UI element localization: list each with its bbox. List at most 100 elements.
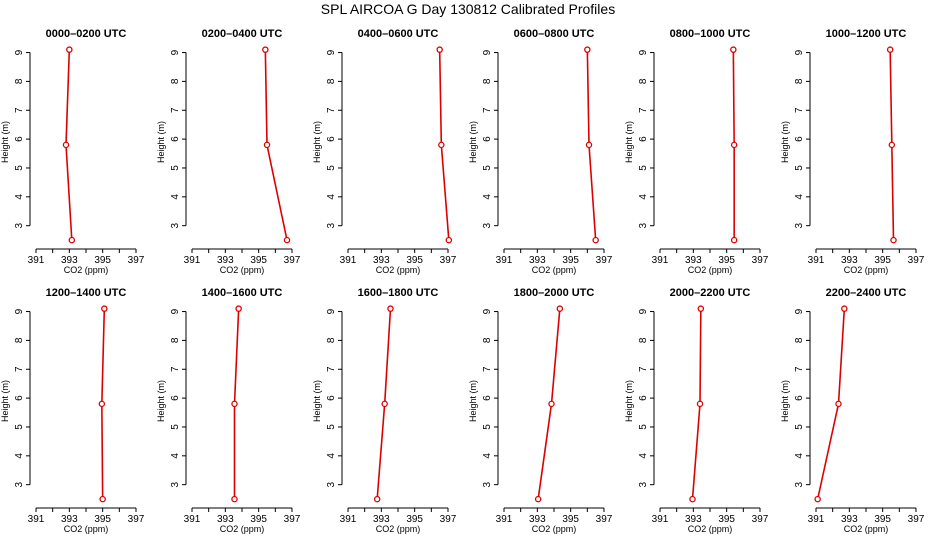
x-tick-label: 391 xyxy=(808,514,825,525)
panel-7: 1200–1400 UTC 391 393 395 397 CO2 (ppm) 3 4 5 6 7 8… xyxy=(0,287,145,534)
x-tick-label: 391 xyxy=(496,514,513,525)
x-tick-label: 391 xyxy=(340,514,357,525)
y-tick-label: 3 xyxy=(170,222,181,228)
y-tick-label: 3 xyxy=(482,481,493,487)
panel-11: 2000–2200 UTC 391 393 395 397 CO2 (ppm) 3 4 5 6 7 8… xyxy=(624,287,769,534)
data-point xyxy=(730,141,738,149)
y-tick-label: 5 xyxy=(170,424,181,430)
y-tick-label: 9 xyxy=(170,308,181,314)
x-tick-label: 397 xyxy=(284,514,301,525)
x-tick-label: 393 xyxy=(529,514,546,525)
panel-title: 2200–2400 UTC xyxy=(826,287,907,299)
y-axis-label: Height (m) xyxy=(780,121,790,163)
panel-title: 1400–1600 UTC xyxy=(202,287,283,299)
x-axis-label: CO2 (ppm) xyxy=(220,524,265,534)
y-tick-label: 4 xyxy=(14,194,25,200)
x-tick-label: 395 xyxy=(94,255,111,266)
panel-6: 1000–1200 UTC 391 393 395 397 CO2 (ppm) 3 4 5 6 7 8… xyxy=(780,28,925,275)
y-axis-label: Height (m) xyxy=(0,380,10,422)
y-tick-label: 4 xyxy=(170,453,181,459)
data-point xyxy=(534,495,542,503)
x-tick-label: 397 xyxy=(752,514,769,525)
data-point xyxy=(445,236,453,244)
y-tick-label: 5 xyxy=(14,165,25,171)
data-point xyxy=(584,46,591,53)
data-point xyxy=(592,236,599,244)
data-point xyxy=(436,46,443,53)
data-point xyxy=(262,46,269,53)
y-axis-label: Height (m) xyxy=(624,121,634,163)
x-tick-label: 393 xyxy=(61,514,78,525)
x-tick-label: 391 xyxy=(28,255,45,266)
y-tick-label: 3 xyxy=(14,222,25,228)
panel-1: 0000–0200 UTC 391 393 395 397 CO2 (ppm) 3 4 5 6 7 8… xyxy=(0,28,145,275)
y-tick-label: 8 xyxy=(638,337,649,343)
x-tick-label: 393 xyxy=(217,514,234,525)
panel-5: 0800–1000 UTC 391 393 395 397 CO2 (ppm) 3 4 5 6 7 8… xyxy=(624,28,769,275)
y-tick-label: 8 xyxy=(794,337,805,343)
y-tick-label: 6 xyxy=(326,136,337,142)
x-tick-label: 393 xyxy=(841,255,858,266)
y-tick-label: 7 xyxy=(794,366,805,372)
x-axis-label: CO2 (ppm) xyxy=(376,265,421,275)
y-tick-label: 6 xyxy=(638,136,649,142)
panel-9: 1600–1800 UTC 391 393 395 397 CO2 (ppm) 3 4 5 6 7 8… xyxy=(312,287,457,534)
data-point xyxy=(835,400,842,408)
data-point xyxy=(888,141,896,149)
y-tick-label: 3 xyxy=(794,222,805,228)
x-tick-label: 395 xyxy=(250,255,267,266)
x-axis-label: CO2 (ppm) xyxy=(532,265,577,275)
y-tick-label: 7 xyxy=(170,107,181,113)
y-axis-label: Height (m) xyxy=(0,121,10,163)
data-point xyxy=(62,141,70,149)
y-tick-label: 6 xyxy=(794,136,805,142)
data-point xyxy=(387,305,394,312)
y-tick-label: 9 xyxy=(638,308,649,314)
x-tick-label: 391 xyxy=(496,255,513,266)
y-tick-label: 7 xyxy=(794,107,805,113)
x-tick-label: 397 xyxy=(908,514,925,525)
y-tick-label: 7 xyxy=(482,107,493,113)
y-tick-label: 3 xyxy=(794,481,805,487)
y-tick-label: 9 xyxy=(482,308,493,314)
y-tick-label: 5 xyxy=(794,424,805,430)
x-tick-label: 395 xyxy=(562,514,579,525)
y-tick-label: 5 xyxy=(482,165,493,171)
panel-4: 0600–0800 UTC 391 393 395 397 CO2 (ppm) 3 4 5 6 7 8… xyxy=(468,28,613,275)
x-axis-label: CO2 (ppm) xyxy=(844,524,889,534)
y-tick-label: 9 xyxy=(14,308,25,314)
x-tick-label: 395 xyxy=(562,255,579,266)
y-tick-label: 8 xyxy=(14,337,25,343)
y-tick-label: 7 xyxy=(14,366,25,372)
data-point xyxy=(841,305,848,312)
panel-title: 0800–1000 UTC xyxy=(670,28,751,40)
y-tick-label: 9 xyxy=(638,49,649,55)
data-point xyxy=(438,141,445,149)
y-tick-label: 5 xyxy=(794,165,805,171)
x-tick-label: 397 xyxy=(596,255,613,266)
y-tick-label: 6 xyxy=(482,136,493,142)
y-tick-label: 8 xyxy=(326,337,337,343)
x-tick-label: 395 xyxy=(874,255,891,266)
panel-3: 0400–0600 UTC 391 393 395 397 CO2 (ppm) 3 4 5 6 7 8… xyxy=(312,28,457,275)
x-tick-label: 395 xyxy=(250,514,267,525)
x-tick-label: 391 xyxy=(184,255,201,266)
x-axis-label: CO2 (ppm) xyxy=(688,524,733,534)
y-tick-label: 5 xyxy=(638,165,649,171)
y-tick-label: 8 xyxy=(170,337,181,343)
x-axis-label: CO2 (ppm) xyxy=(64,265,109,275)
x-axis-label: CO2 (ppm) xyxy=(688,265,733,275)
x-tick-label: 391 xyxy=(28,514,45,525)
x-tick-label: 395 xyxy=(718,514,735,525)
x-tick-label: 395 xyxy=(718,255,735,266)
y-tick-label: 5 xyxy=(638,424,649,430)
y-tick-label: 8 xyxy=(14,78,25,84)
y-tick-label: 6 xyxy=(638,395,649,401)
x-axis-label: CO2 (ppm) xyxy=(220,265,265,275)
panel-title: 0200–0400 UTC xyxy=(202,28,283,40)
panel-title: 1000–1200 UTC xyxy=(826,28,907,40)
data-point xyxy=(696,400,704,408)
data-point xyxy=(373,495,381,503)
x-axis-label: CO2 (ppm) xyxy=(64,524,109,534)
